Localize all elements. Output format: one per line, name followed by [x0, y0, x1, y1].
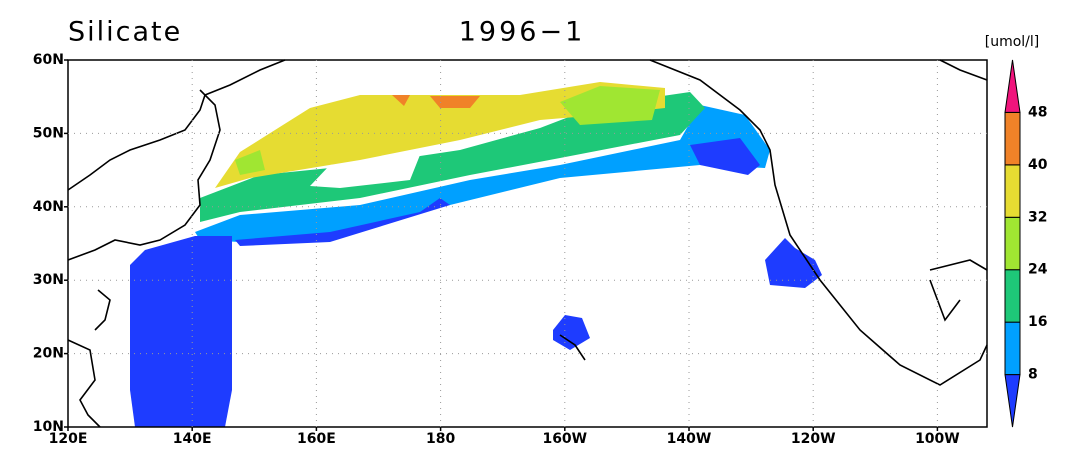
colorbar-segment: [1004, 269, 1021, 323]
colorbar-segment: [1004, 111, 1021, 166]
lat-label: 60N: [33, 52, 64, 68]
colorbar-label: 32: [1028, 209, 1047, 225]
colorbar-label: 48: [1028, 104, 1047, 120]
lon-label: 120E: [49, 431, 88, 447]
lon-label: 100W: [915, 431, 960, 447]
colorbar-segment: [1004, 216, 1021, 271]
colorbar-triangle: [1004, 374, 1021, 428]
date-label: 1996−1: [459, 17, 586, 48]
lat-label: 40N: [33, 199, 64, 215]
data-field: [130, 82, 822, 427]
lon-label: 160E: [297, 431, 336, 447]
map-frame: [67, 59, 988, 428]
title: Silicate: [68, 17, 182, 48]
lat-label: 10N: [33, 419, 64, 435]
colorbar-label: 40: [1028, 157, 1048, 173]
lat-label: 20N: [33, 346, 64, 362]
lon-label: 140W: [667, 431, 712, 447]
lon-label: 140E: [173, 431, 212, 447]
coastline: [67, 59, 988, 428]
lon-label: 180: [426, 431, 455, 447]
units-label: [umol/l]: [985, 34, 1040, 50]
colorbar-label: 8: [1028, 367, 1038, 383]
lon-label: 160W: [542, 431, 587, 447]
colorbar-segment: [1004, 321, 1021, 376]
colorbar-segment: [1004, 164, 1021, 218]
lat-label: 30N: [33, 272, 64, 288]
lat-label: 50N: [33, 125, 64, 141]
colorbar-label: 16: [1028, 314, 1047, 330]
colorbar-label: 24: [1028, 262, 1048, 278]
lon-label: 120W: [791, 431, 836, 447]
colorbar-triangle: [1004, 59, 1021, 113]
